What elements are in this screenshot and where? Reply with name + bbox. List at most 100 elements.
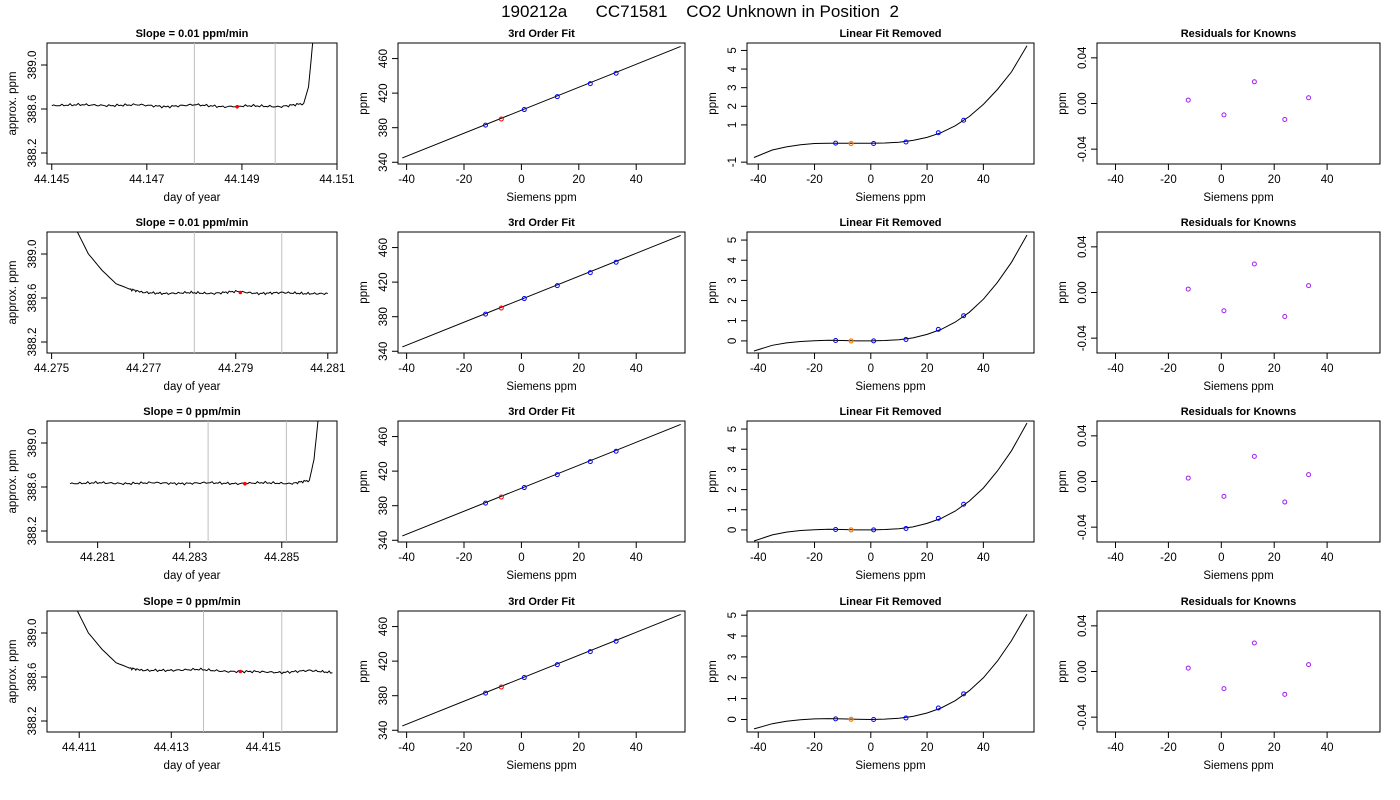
y-tick-label: 420: [378, 652, 390, 671]
y-tick-label: 340: [378, 721, 390, 740]
y-tick-label: 380: [378, 307, 390, 326]
y-tick-label: 0.04: [1077, 235, 1089, 258]
y-tick-label: 3: [727, 277, 739, 283]
x-tick-label: -40: [398, 742, 415, 754]
y-tick-label: 460: [378, 427, 390, 446]
x-tick-label: 20: [1268, 552, 1281, 564]
y-axis-label: approx. ppm: [7, 261, 19, 325]
y-tick-label: 460: [378, 617, 390, 636]
plot-frame: [397, 420, 686, 543]
x-tick-label: 20: [1268, 742, 1281, 754]
y-tick-label: 340: [378, 531, 390, 550]
plot-frame: [1096, 420, 1381, 543]
residual-point: [1306, 662, 1312, 668]
x-tick-label: 44.275: [34, 363, 69, 375]
known-point: [961, 501, 967, 507]
known-point: [521, 107, 527, 113]
residual-point: [1221, 308, 1227, 314]
panel-title: Linear Fit Removed: [839, 217, 941, 229]
known-point: [871, 527, 877, 533]
plot-frame: [397, 610, 686, 733]
known-point: [613, 70, 619, 76]
plot-area: [1185, 261, 1312, 319]
y-tick-label: 388.6: [27, 663, 39, 692]
plot-frame: [46, 231, 338, 354]
y-tick-label: 380: [378, 118, 390, 137]
y-tick-label: 380: [378, 686, 390, 705]
x-tick-label: 40: [977, 552, 990, 564]
panel-trace-row-1: Slope = 0.01 ppm/min day of year approx. p…: [7, 28, 355, 204]
x-tick-label: -20: [1160, 552, 1177, 564]
plot-frame: [46, 420, 338, 543]
residual-point: [1221, 686, 1227, 692]
plot-frame: [397, 42, 686, 165]
known-point: [521, 675, 527, 681]
y-tick-label: 388.2: [27, 139, 39, 168]
x-tick-label: 20: [1268, 174, 1281, 186]
x-tick-label: 0: [518, 174, 524, 186]
y-tick-label: 388.6: [27, 284, 39, 313]
plot-area: [69, 421, 319, 542]
x-tick-label: 44.415: [246, 742, 281, 754]
y-tick-label: 5: [727, 612, 739, 618]
y-tick-label: 420: [378, 462, 390, 481]
plot-frame: [46, 610, 338, 733]
y-tick-label: 0.00: [1077, 281, 1089, 303]
residual-point: [1185, 286, 1191, 292]
y-tick-label: 389.0: [27, 619, 39, 648]
known-point: [935, 515, 941, 521]
plot-area: [1185, 453, 1312, 505]
x-tick-label: 20: [572, 174, 585, 186]
x-tick-label: 40: [630, 742, 643, 754]
y-tick-label: 388.2: [27, 707, 39, 736]
residual-point: [1251, 79, 1257, 85]
y-tick-label: 5: [727, 47, 739, 53]
x-tick-label: 40: [977, 174, 990, 186]
x-tick-label: 0: [868, 552, 874, 564]
x-axis-label: Siemens ppm: [855, 760, 925, 772]
plot-area: [76, 232, 328, 353]
y-tick-label: 0.04: [1077, 614, 1089, 637]
known-point: [587, 270, 593, 276]
unknown-point: [848, 140, 854, 147]
known-point: [521, 485, 527, 491]
x-tick-label: 20: [572, 552, 585, 564]
x-tick-label: 44.281: [80, 552, 115, 564]
x-tick-label: 40: [977, 363, 990, 375]
x-tick-label: -40: [1107, 742, 1124, 754]
y-tick-label: 1: [727, 695, 739, 701]
known-point: [613, 259, 619, 265]
residual-point: [1282, 116, 1288, 122]
y-axis-label: approx. ppm: [7, 72, 19, 136]
panel-linear_removed-row-2: Linear Fit Removed Siemens ppm ppm -40 -20 0 2…: [707, 217, 1035, 393]
y-tick-label: 3: [727, 466, 739, 472]
panel-fit-row-1: 3rd Order Fit Siemens ppm ppm -40 -20 0 20 40 34…: [358, 28, 686, 204]
x-tick-label: 40: [1321, 174, 1334, 186]
x-tick-label: -40: [750, 552, 767, 564]
known-point: [833, 337, 839, 343]
panel-linear_removed-row-4: Linear Fit Removed Siemens ppm ppm -40 -20 0 2…: [707, 596, 1035, 772]
x-tick-label: -20: [806, 742, 823, 754]
residual-point: [1221, 112, 1227, 118]
x-tick-label: -20: [456, 363, 473, 375]
residual-curve: [753, 613, 1028, 730]
plot-frame: [746, 231, 1035, 354]
panel-title: Linear Fit Removed: [839, 596, 941, 608]
residual-point: [1185, 97, 1191, 103]
residual-curve: [753, 45, 1028, 158]
plot-area: [76, 611, 333, 732]
x-axis-label: Siemens ppm: [1203, 192, 1273, 204]
residual-point: [1282, 499, 1288, 505]
x-tick-label: 0: [1218, 742, 1224, 754]
unknown-point: [498, 305, 504, 311]
y-tick-label: -0.04: [1077, 135, 1089, 162]
y-tick-label: 460: [378, 49, 390, 68]
known-point: [833, 716, 839, 722]
y-tick-label: 4: [727, 256, 739, 263]
plot-frame: [746, 42, 1035, 165]
x-tick-label: 20: [921, 174, 934, 186]
x-tick-label: 44.413: [154, 742, 189, 754]
y-tick-label: 0.04: [1077, 46, 1089, 69]
y-tick-label: 0: [727, 716, 739, 722]
known-point: [871, 338, 877, 344]
